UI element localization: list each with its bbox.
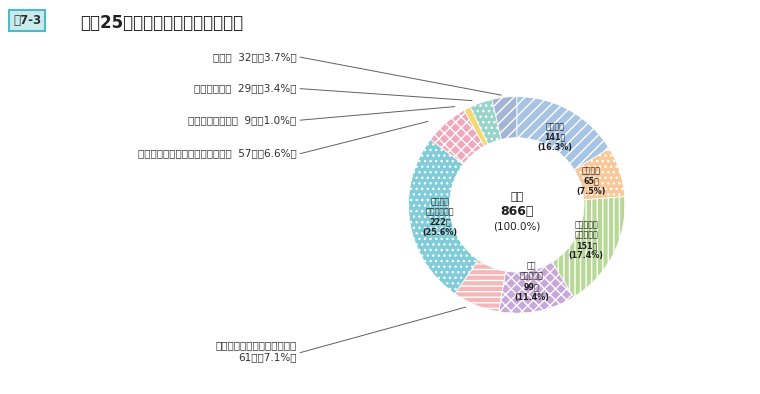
Text: 勤務時間、
休暇等関係
151件
(17.4%): 勤務時間、 休暇等関係 151件 (17.4%) xyxy=(568,220,603,260)
Wedge shape xyxy=(552,197,625,297)
Text: 給与関係
65件
(7.5%): 給与関係 65件 (7.5%) xyxy=(576,166,606,196)
Text: 人事評価関係  29件（3.4%）: 人事評価関係 29件（3.4%） xyxy=(194,84,296,94)
Wedge shape xyxy=(430,110,484,164)
Text: セクシュアル・ハラスメント: セクシュアル・ハラスメント xyxy=(215,340,296,351)
Wedge shape xyxy=(454,260,505,312)
Wedge shape xyxy=(574,149,625,200)
Text: パワハラ以外のいじめ・嫌がらせ  57件（6.6%）: パワハラ以外のいじめ・嫌がらせ 57件（6.6%） xyxy=(138,149,296,159)
Wedge shape xyxy=(408,139,478,294)
Wedge shape xyxy=(492,97,517,139)
Text: 平成25年度苦情相談の内容別件数: 平成25年度苦情相談の内容別件数 xyxy=(80,14,243,32)
Text: 図7-3: 図7-3 xyxy=(13,14,41,27)
Wedge shape xyxy=(470,99,502,144)
Wedge shape xyxy=(464,107,488,146)
Text: パワー・
ハラスメント
222件
(25.6%): パワー・ ハラスメント 222件 (25.6%) xyxy=(422,197,458,237)
Text: 866件: 866件 xyxy=(500,205,534,218)
Text: 公平審査手続関係  9件（1.0%）: 公平審査手続関係 9件（1.0%） xyxy=(188,115,296,125)
Wedge shape xyxy=(517,97,610,170)
Text: 61件（7.1%）: 61件（7.1%） xyxy=(238,352,296,362)
Text: 健康
安全等関係
99件
(11.4%): 健康 安全等関係 99件 (11.4%) xyxy=(515,261,549,301)
Text: 総計: 総計 xyxy=(510,192,524,202)
Text: その他  32件（3.7%）: その他 32件（3.7%） xyxy=(213,52,296,62)
Text: (100.0%): (100.0%) xyxy=(493,221,540,232)
Text: 任用関係
141件
(16.3%): 任用関係 141件 (16.3%) xyxy=(537,122,572,152)
Wedge shape xyxy=(499,262,574,313)
